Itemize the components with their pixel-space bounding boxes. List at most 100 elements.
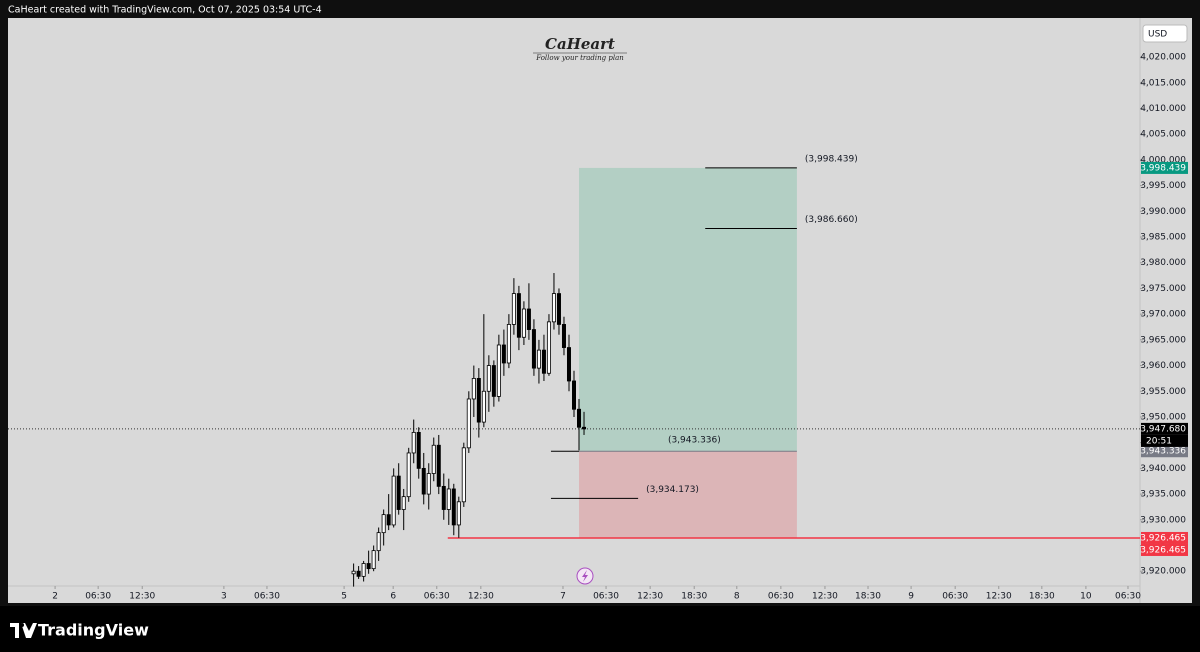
- plot: (3,998.439) (3,986.660) (3,943.336) (3,934.…: [8, 154, 1140, 587]
- candle-body: [501, 344, 506, 364]
- x-tick-label: 18:30: [1029, 592, 1055, 602]
- brand-logo-dot: [20, 623, 24, 627]
- candle-body: [541, 349, 546, 374]
- candle-body: [506, 324, 511, 364]
- y-tick-label: 3,920.000: [1140, 567, 1186, 577]
- candle-body: [486, 365, 491, 392]
- x-tick-label: 5: [341, 592, 347, 602]
- y-tick-label: 3,970.000: [1140, 310, 1186, 320]
- y-tick-label: 3,935.000: [1140, 490, 1186, 500]
- y-tick-label: 3,940.000: [1140, 464, 1186, 474]
- candle-body: [471, 378, 476, 400]
- candle-body: [456, 501, 461, 526]
- events-icon-bolt: [582, 570, 588, 582]
- candle-body: [436, 444, 441, 487]
- x-tick-label: 06:30: [593, 592, 619, 602]
- level-label: (3,934.173): [646, 485, 699, 495]
- x-tick-label: 3: [221, 592, 227, 602]
- x-tick-label: 18:30: [855, 592, 881, 602]
- x-tick-label: 8: [734, 592, 740, 602]
- candle-body: [381, 514, 386, 534]
- x-tick-label: 12:30: [812, 592, 838, 602]
- candle-body: [421, 467, 426, 495]
- loss-zone: [579, 451, 797, 538]
- x-tick-label: 12:30: [129, 592, 155, 602]
- candle-body: [561, 324, 566, 348]
- candle-body: [551, 293, 556, 323]
- candle-body: [556, 293, 561, 325]
- price-tag-label: 3,943.336: [1140, 447, 1186, 457]
- y-tick-label: 4,005.000: [1140, 130, 1186, 140]
- candle-body: [386, 514, 391, 526]
- candle-body: [396, 475, 401, 510]
- candle-body: [441, 485, 446, 510]
- x-tick-label: 10: [1080, 592, 1092, 602]
- y-tick-label: 3,955.000: [1140, 387, 1186, 397]
- candle-body: [401, 496, 406, 510]
- candle-body: [406, 452, 411, 498]
- countdown-label: 20:51: [1146, 436, 1172, 446]
- candle-body: [361, 563, 366, 577]
- level-label: (3,943.336): [668, 436, 721, 446]
- price-tag-label: 3,926.465: [1140, 545, 1186, 555]
- candle-body: [577, 408, 582, 428]
- watermark-title: CaHeart: [545, 35, 615, 53]
- x-tick-label: 06:30: [254, 592, 280, 602]
- price-tag: [1141, 161, 1188, 174]
- y-tick-label: 3,965.000: [1140, 335, 1186, 345]
- currency-button[interactable]: [1142, 24, 1188, 43]
- x-tick-label: 12:30: [986, 592, 1012, 602]
- candle-body: [416, 431, 421, 469]
- candle-body: [516, 293, 521, 338]
- candle-body: [526, 308, 531, 330]
- candle-body: [476, 378, 481, 423]
- y-tick-label: 3,980.000: [1140, 258, 1186, 268]
- candle-body: [582, 426, 587, 430]
- candle-body: [461, 447, 466, 503]
- candle-body: [426, 473, 431, 495]
- header-text: CaHeart created with TradingView.com, Oc…: [8, 5, 322, 16]
- candle-body: [431, 444, 436, 474]
- y-tick-label: 4,010.000: [1140, 104, 1186, 114]
- candle-body: [491, 365, 496, 397]
- price-tag: [1141, 543, 1188, 556]
- x-tick-label: 06:30: [85, 592, 111, 602]
- level-label: (3,998.439): [805, 154, 858, 164]
- x-tick-label: 06:30: [942, 592, 968, 602]
- y-tick-label: 3,985.000: [1140, 233, 1186, 243]
- price-tag-label: 3,926.465: [1140, 533, 1186, 543]
- candle-body: [496, 344, 501, 397]
- price-tag: [1141, 445, 1188, 458]
- x-tick-label: 12:30: [468, 592, 494, 602]
- y-tick-label: 3,960.000: [1140, 361, 1186, 371]
- candle-body: [536, 349, 541, 369]
- candle-body: [446, 488, 451, 510]
- y-tick-label: 3,975.000: [1140, 284, 1186, 294]
- countdown-tag: [1141, 434, 1188, 447]
- x-tick-label: 18:30: [681, 592, 707, 602]
- candle-body: [531, 329, 536, 369]
- footer: [0, 606, 1200, 652]
- brand-logo: [10, 623, 37, 638]
- x-tick-label: 06:30: [424, 592, 450, 602]
- candle-body: [391, 475, 396, 526]
- x-tick-label: 2: [52, 592, 58, 602]
- x-tick-label: 7: [560, 592, 566, 602]
- candle-body: [356, 570, 361, 577]
- candle-body: [376, 532, 381, 552]
- candle-body: [521, 308, 526, 338]
- candle-body: [566, 347, 571, 382]
- candle-body: [466, 398, 471, 449]
- y-tick-label: 3,930.000: [1140, 515, 1186, 525]
- y-tick-label: 4,020.000: [1140, 53, 1186, 63]
- currency-label: USD: [1148, 30, 1167, 40]
- y-tick-label: 4,000.000: [1140, 155, 1186, 165]
- candle-body: [351, 570, 356, 575]
- level-label: (3,986.660): [805, 215, 858, 225]
- candle-body: [366, 563, 371, 570]
- last-price-tag: [1141, 422, 1188, 435]
- profit-zone: [579, 167, 797, 452]
- y-tick-label: 3,990.000: [1140, 207, 1186, 217]
